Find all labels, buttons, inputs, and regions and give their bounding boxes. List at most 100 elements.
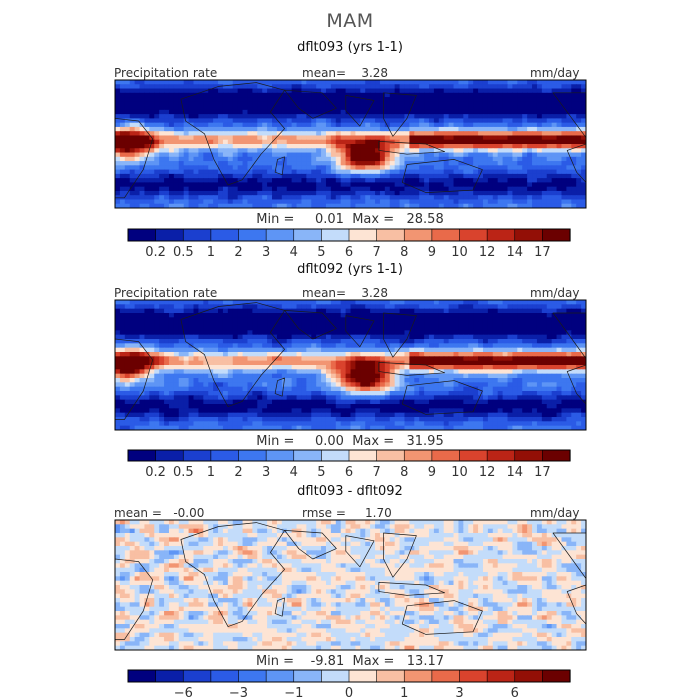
colorbar-tick-label: 9 (428, 245, 436, 260)
colorbar-swatch (431, 228, 461, 242)
colorbar-swatch (403, 228, 433, 242)
colorbar-swatch (514, 228, 543, 242)
colorbar-swatch (459, 669, 488, 683)
colorbar-tick-label: 0.2 (145, 465, 166, 480)
colorbar-swatch (459, 228, 488, 242)
panel-2-coastlines (115, 302, 586, 420)
colorbar-tick-label: 5 (317, 465, 325, 480)
colorbar-tick-label: 4 (290, 245, 298, 260)
colorbar-tick-label: 8 (400, 245, 408, 260)
panel-3-title: dflt093 - dflt092 (297, 484, 403, 499)
panel-3-units-label: mm/day (530, 506, 580, 520)
colorbar-swatch (210, 228, 240, 242)
colorbar-tick-label: 6 (345, 465, 353, 480)
colorbar-tick-label: 1 (207, 245, 215, 260)
colorbar-swatch (127, 228, 157, 242)
panel-1-variable-label: Precipitation rate (114, 66, 218, 80)
panel-1-units-label: mm/day (530, 66, 580, 80)
panel-3-minmax: Min = -9.81 Max = 13.17 (255, 654, 445, 669)
colorbar-tick-label: 10 (451, 465, 468, 480)
panel-1-coastlines (115, 82, 586, 199)
colorbar-swatch (431, 669, 461, 683)
colorbar-swatch (403, 669, 433, 683)
colorbar-swatch (265, 669, 295, 683)
colorbar-tick-label: 3 (262, 465, 270, 480)
colorbar-tick-label: 2 (234, 465, 242, 480)
colorbar-swatch (321, 228, 350, 242)
colorbar-swatch (348, 669, 378, 683)
colorbar-tick-label: 17 (534, 465, 551, 480)
panel-2-variable-label: Precipitation rate (114, 286, 218, 300)
colorbar-swatch (293, 669, 322, 683)
colorbar-swatch (127, 449, 157, 462)
colorbar-tick-label: 0.5 (173, 465, 194, 480)
colorbar-tick-label: 2 (234, 245, 242, 260)
colorbar-swatch (348, 228, 378, 242)
panel-3-colorbar: −6 −3 −1 0 1 3 6 (127, 669, 571, 700)
panel-3-mean-label: mean = -0.00 (114, 506, 205, 520)
panel-3-coastlines (115, 522, 586, 640)
colorbar-tick-label: 3 (455, 686, 463, 700)
colorbar-tick-label: −6 (174, 686, 193, 700)
panel-1-title: dflt093 (yrs 1-1) (297, 40, 403, 55)
colorbar-tick-label: 0 (345, 686, 353, 700)
colorbar-swatch (265, 449, 295, 462)
panel-2-units-label: mm/day (530, 286, 580, 300)
panel-1-colorbar: 0.2 0.5 1 2 3 4 5 6 7 8 9 10 12 14 17 (127, 228, 571, 260)
panel-2-mean-label: mean= 3.28 (302, 286, 389, 300)
colorbar-tick-label: 8 (400, 465, 408, 480)
panel-3-frame (114, 519, 587, 651)
panel-2-frame (114, 299, 587, 431)
colorbar-swatch (210, 669, 240, 683)
colorbar-swatch (321, 669, 350, 683)
colorbar-swatch (376, 228, 405, 242)
panel-2-colorbar: 0.2 0.5 1 2 3 4 5 6 7 8 9 10 12 14 17 (127, 449, 571, 480)
colorbar-swatch (542, 228, 571, 242)
panel-1-frame (114, 79, 587, 209)
colorbar-tick-label: 7 (372, 465, 380, 480)
colorbar-tick-label: 12 (479, 245, 496, 260)
colorbar-swatch (182, 669, 212, 683)
colorbar-tick-label: 0.5 (173, 245, 194, 260)
colorbar-swatch (238, 449, 267, 462)
colorbar-tick-label: 12 (479, 465, 496, 480)
colorbar-swatch (182, 228, 212, 242)
colorbar-tick-label: 1 (400, 686, 408, 700)
colorbar-swatch (265, 228, 295, 242)
figure-title: MAM (326, 10, 374, 32)
colorbar-swatch (486, 228, 516, 242)
colorbar-swatch (431, 449, 461, 462)
colorbar-swatch (376, 449, 405, 462)
colorbar-tick-label: 5 (317, 245, 325, 260)
panel-2-map (115, 300, 586, 430)
colorbar-swatch (238, 228, 267, 242)
colorbar-swatch (182, 449, 212, 462)
colorbar-tick-label: −3 (229, 686, 248, 700)
colorbar-swatch (155, 669, 184, 683)
colorbar-swatch (376, 669, 405, 683)
colorbar-swatch (321, 449, 350, 462)
colorbar-tick-label: 0.2 (145, 245, 166, 260)
panel-1-map (115, 80, 586, 208)
colorbar-tick-label: 7 (372, 245, 380, 260)
colorbar-tick-label: 6 (511, 686, 519, 700)
panel-3-rmse-label: rmse = 1.70 (302, 506, 392, 520)
colorbar-swatch (542, 449, 571, 462)
colorbar-tick-label: 3 (262, 245, 270, 260)
colorbar-tick-label: 9 (428, 465, 436, 480)
colorbar-swatch (514, 449, 543, 462)
panel-1-mean-label: mean= 3.28 (302, 66, 389, 80)
colorbar-tick-label: 14 (507, 245, 524, 260)
colorbar-swatch (210, 449, 240, 462)
colorbar-swatch (486, 669, 516, 683)
colorbar-tick-label: 6 (345, 245, 353, 260)
colorbar-swatch (486, 449, 516, 462)
colorbar-tick-label: 4 (290, 465, 298, 480)
colorbar-tick-label: 1 (207, 465, 215, 480)
colorbar-swatch (514, 669, 543, 683)
colorbar-swatch (155, 228, 184, 242)
colorbar-tick-label: 10 (451, 245, 468, 260)
colorbar-tick-label: −1 (284, 686, 303, 700)
panel-2-title: dflt092 (yrs 1-1) (297, 262, 403, 277)
panel-3-map (115, 520, 586, 650)
